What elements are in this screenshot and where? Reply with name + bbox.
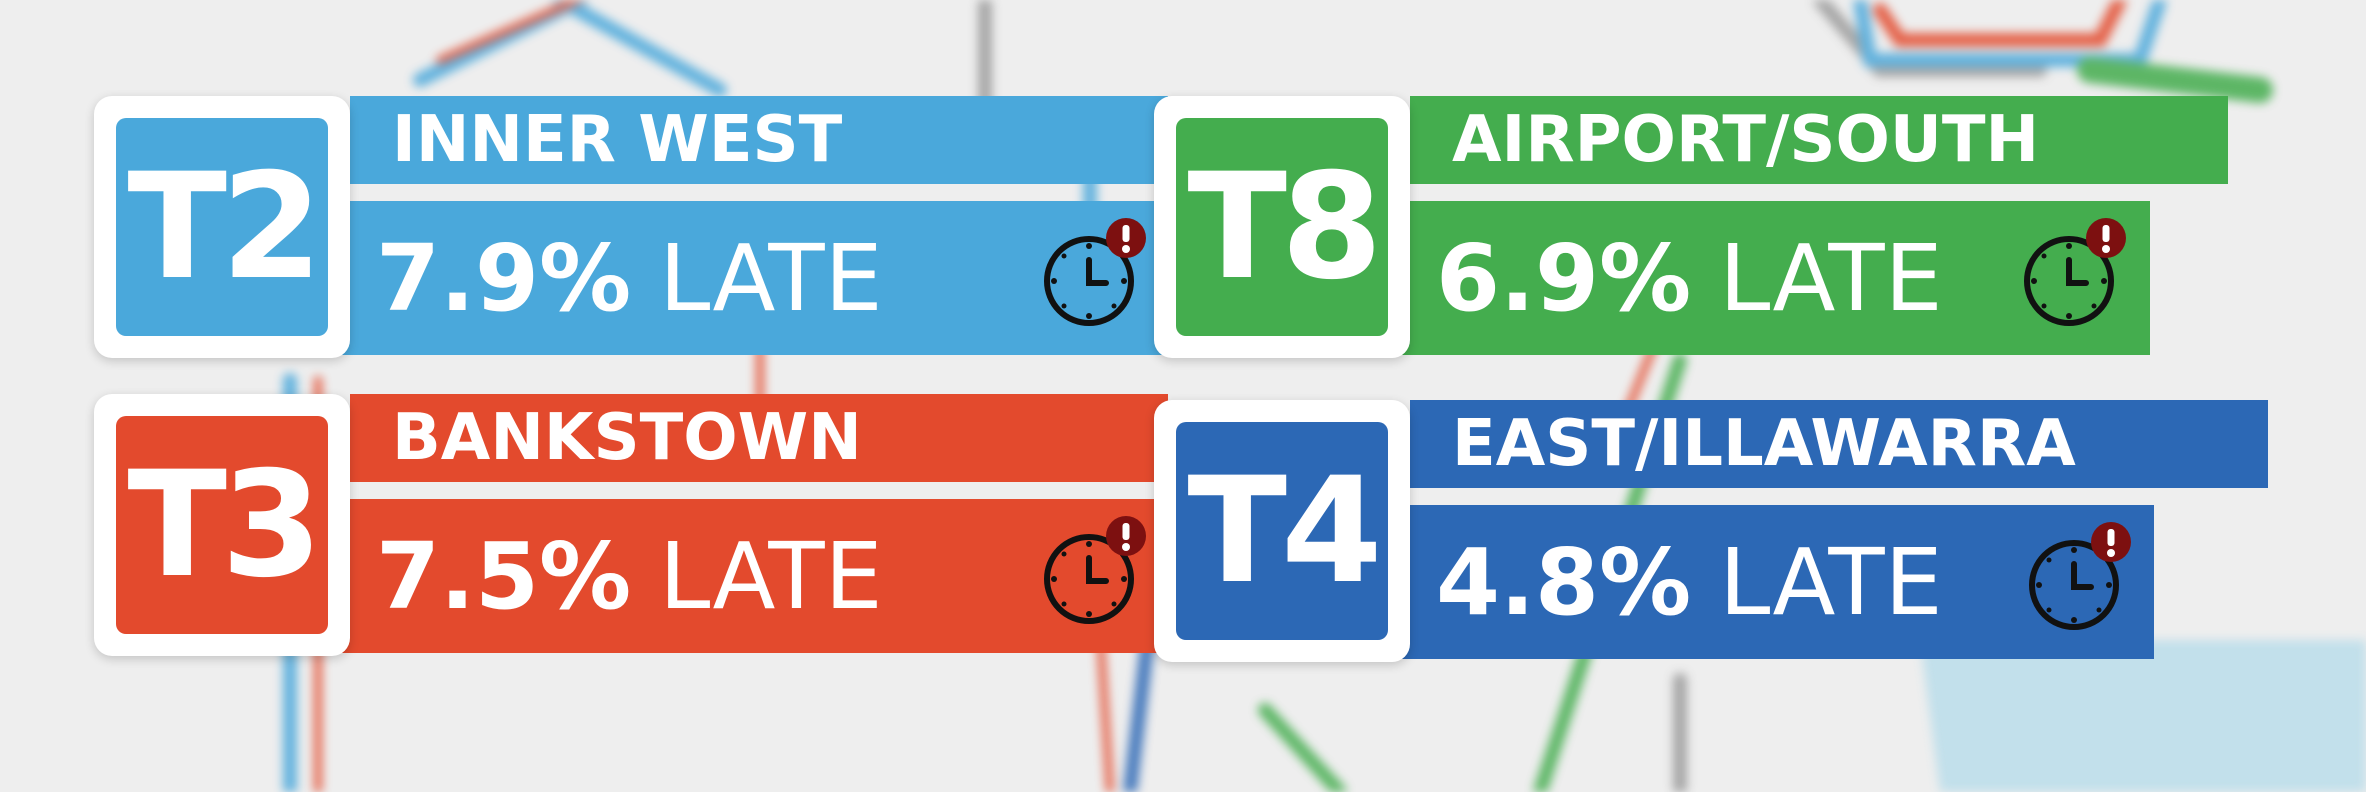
- late-stat-bar: 7.5% LATE: [334, 499, 1190, 653]
- line-code: T8: [1176, 118, 1388, 336]
- late-clock-icon: [1044, 516, 1146, 624]
- late-percent: 7.5%: [376, 522, 632, 630]
- line-name-bar: BANKSTOWN: [350, 394, 1168, 482]
- line-name: BANKSTOWN: [392, 401, 862, 475]
- line-name: INNER WEST: [392, 103, 843, 177]
- late-clock-icon: [2029, 522, 2131, 630]
- late-clock-icon: [2024, 218, 2126, 326]
- line-badge: T8: [1154, 96, 1410, 358]
- line-badge: T2: [94, 96, 350, 358]
- line-name-bar: INNER WEST: [350, 96, 1168, 184]
- line-code: T2: [116, 118, 328, 336]
- late-stat-bar: 4.8% LATE: [1394, 505, 2154, 659]
- late-stat-bar: 6.9% LATE: [1394, 201, 2150, 355]
- line-badge: T3: [94, 394, 350, 656]
- line-code: T3: [116, 416, 328, 634]
- late-label: LATE: [1719, 224, 1943, 332]
- late-label: LATE: [1719, 528, 1943, 636]
- late-label: LATE: [659, 522, 883, 630]
- late-percent: 4.8%: [1436, 528, 1692, 636]
- late-stat-bar: 7.9% LATE: [334, 201, 1190, 355]
- line-name-bar: AIRPORT/SOUTH: [1410, 96, 2228, 184]
- late-label: LATE: [659, 224, 883, 332]
- late-percent: 6.9%: [1436, 224, 1692, 332]
- line-badge: T4: [1154, 400, 1410, 662]
- late-percent: 7.9%: [376, 224, 632, 332]
- line-code: T4: [1176, 422, 1388, 640]
- line-name-bar: EAST/ILLAWARRA: [1410, 400, 2268, 488]
- line-name: AIRPORT/SOUTH: [1452, 103, 2040, 177]
- late-clock-icon: [1044, 218, 1146, 326]
- line-name: EAST/ILLAWARRA: [1452, 407, 2076, 481]
